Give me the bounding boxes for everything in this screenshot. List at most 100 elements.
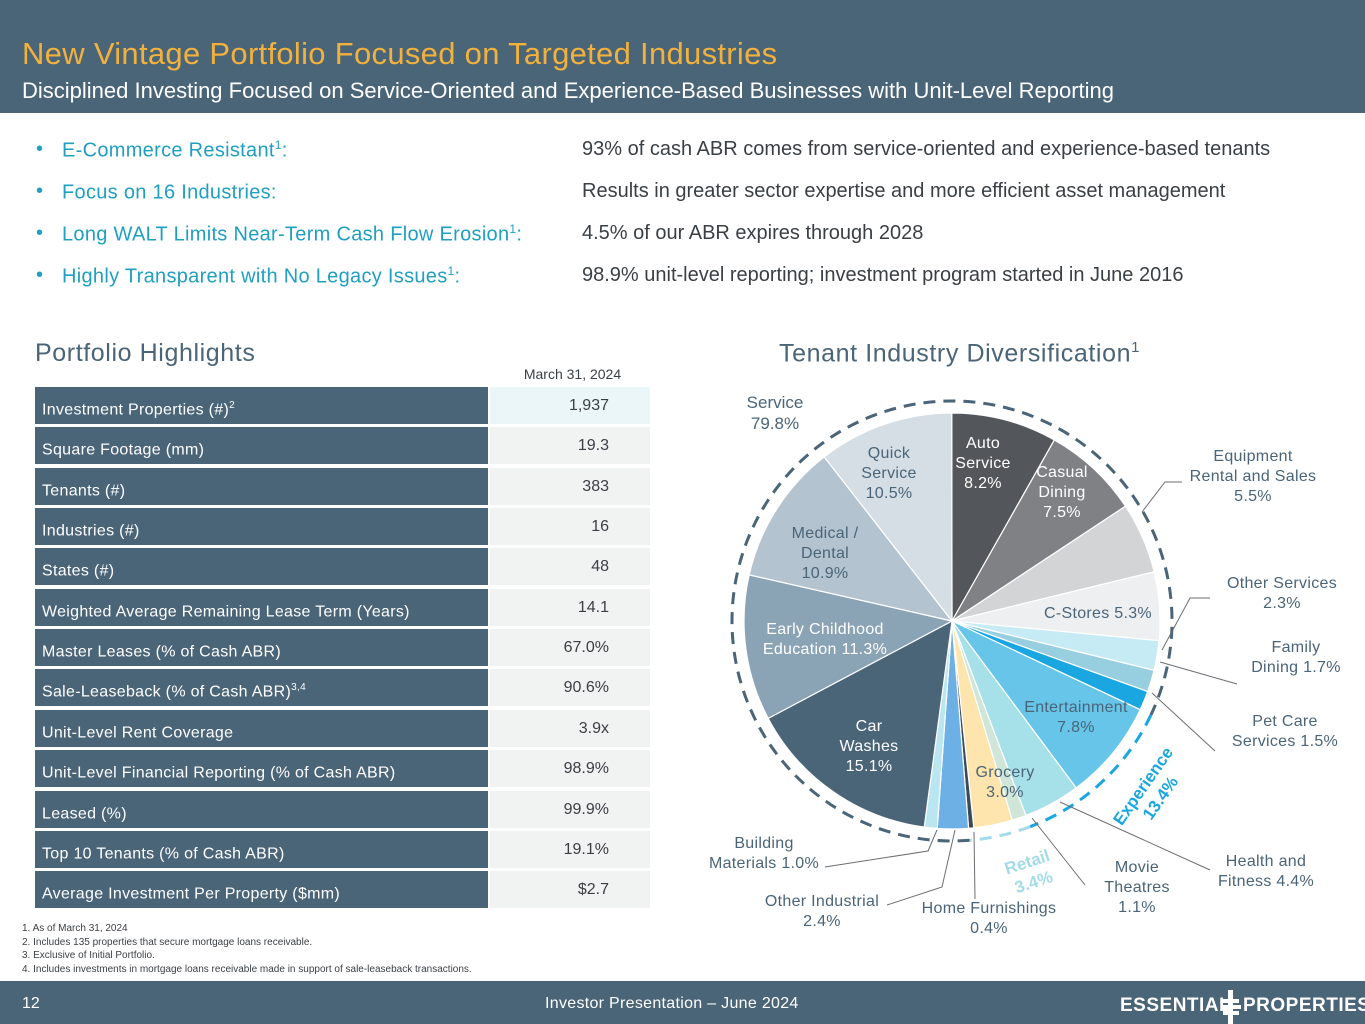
slice-label: Home Furnishings: [922, 900, 1057, 917]
row-label: Square Footage (mm): [35, 427, 488, 465]
slice-label: Entertainment: [1024, 699, 1128, 716]
row-label: Investment Properties (#)2: [35, 387, 488, 424]
logo-word-essential: ESSENTIAL: [1120, 995, 1232, 1016]
leader-line: [1059, 801, 1211, 871]
row-label: Unit-Level Rent Coverage: [35, 709, 488, 747]
slice-label: Car: [856, 718, 883, 735]
slice-label: Education 11.3%: [763, 641, 887, 658]
bullet-icon: •: [36, 264, 44, 286]
service-group-value: 79.8%: [751, 414, 799, 433]
slice-label: Early Childhood: [766, 621, 883, 638]
slice-label: 7.5%: [1043, 504, 1081, 521]
slice-label: C-Stores 5.3%: [1044, 605, 1152, 622]
retail-group-arc: [969, 825, 1031, 842]
table-row: Investment Properties (#)2 1,937: [35, 387, 650, 424]
slice-label: Dining 1.7%: [1251, 659, 1341, 676]
table-row: Sale-Leaseback (% of Cash ABR)3,4 90.6%: [35, 669, 650, 707]
slice-label: Other Services: [1227, 575, 1337, 592]
portfolio-highlights-title: Portfolio Highlights: [35, 339, 256, 367]
row-value: 19.1%: [490, 830, 650, 868]
slice-label: Medical /: [792, 525, 859, 542]
row-value: 67.0%: [490, 629, 650, 667]
row-label: States (#): [35, 548, 488, 586]
key-point-label: Long WALT Limits Near-Term Cash Flow Ero…: [62, 222, 523, 246]
pie-slice-auto-service: [951, 412, 1056, 624]
row-value: 19.3: [490, 427, 650, 465]
leader-line: [973, 831, 976, 900]
row-value: 98.9%: [490, 750, 650, 788]
pie-slice-car-washes: [767, 619, 953, 828]
slice-label: 2.4%: [803, 913, 841, 930]
slice-label: Other Industrial: [765, 893, 879, 910]
row-value: 90.6%: [490, 669, 650, 707]
leader-line: [1031, 817, 1086, 886]
table-row: Master Leases (% of Cash ABR) 67.0%: [35, 629, 650, 667]
slice-label: Family: [1272, 639, 1321, 656]
key-point-label: E-Commerce Resistant1:: [62, 138, 288, 162]
slice-label: 1.1%: [1118, 899, 1156, 916]
row-value: 383: [490, 467, 650, 505]
table-row: States (#) 48: [35, 548, 650, 586]
table-row: Industries (#) 16: [35, 508, 650, 546]
essential-properties-mark-icon: [1221, 990, 1241, 1024]
row-label: Master Leases (% of Cash ABR): [35, 629, 488, 667]
row-label: Average Investment Per Property ($mm): [35, 871, 488, 909]
pie-slice-quick-service: [823, 412, 953, 623]
footnote: 1. As of March 31, 2024: [22, 923, 128, 934]
key-point: • Long WALT Limits Near-Term Cash Flow Er…: [36, 222, 1356, 248]
page-number: 12: [22, 995, 40, 1012]
slice-label: Theatres: [1104, 879, 1170, 896]
row-label: Industries (#): [35, 508, 488, 546]
slice-label: 8.2%: [964, 475, 1002, 492]
slice-label: Service: [955, 455, 1010, 472]
row-value: 16: [490, 508, 650, 546]
slice-label: 10.9%: [802, 565, 849, 582]
key-point-text: 4.5% of our ABR expires through 2028: [582, 222, 924, 244]
slice-label: Service: [861, 465, 916, 482]
presentation-name: Investor Presentation – June 2024: [545, 995, 799, 1012]
key-point-label: Focus on 16 Industries:: [62, 181, 277, 204]
table-row: Unit-Level Rent Coverage 3.9x: [35, 709, 650, 747]
key-point: • E-Commerce Resistant1: 93% of cash ABR c…: [36, 138, 1356, 164]
key-point-text: 93% of cash ABR comes from service-orien…: [582, 138, 1271, 160]
table-row: Weighted Average Remaining Lease Term (Y…: [35, 588, 650, 626]
chart-title: Tenant Industry Diversification1: [779, 339, 1141, 368]
header-bar: New Vintage Portfolio Focused on Targete…: [0, 0, 1365, 113]
row-label: Weighted Average Remaining Lease Term (Y…: [35, 588, 488, 626]
slice-label: Services 1.5%: [1232, 733, 1338, 750]
slice-label: Casual: [1036, 464, 1088, 481]
slice-label: Auto: [966, 435, 1000, 452]
key-point-label: Highly Transparent with No Legacy Issues…: [62, 264, 461, 288]
bullet-icon: •: [36, 222, 44, 244]
leader-line: [1141, 481, 1182, 513]
row-value: 48: [490, 548, 650, 586]
experience-group-arc: [1029, 714, 1153, 829]
table-row: Average Investment Per Property ($mm) $2.…: [35, 871, 650, 909]
pie-slice-early-childhood-education: [743, 574, 954, 720]
slice-label: 5.5%: [1234, 488, 1272, 505]
slice-label: 10.5%: [866, 485, 913, 502]
slice-label: 7.8%: [1057, 719, 1095, 736]
slice-label: Dining: [1038, 484, 1085, 501]
row-label: Sale-Leaseback (% of Cash ABR)3,4: [35, 669, 488, 707]
leader-line: [1151, 692, 1216, 752]
slice-label: 0.4%: [970, 920, 1008, 937]
row-label: Tenants (#): [35, 467, 488, 505]
footer-bar: 12 Investor Presentation – June 2024 ESS…: [0, 981, 1365, 1024]
slice-label: Equipment: [1213, 448, 1292, 465]
page-subtitle: Disciplined Investing Focused on Service…: [22, 78, 1115, 103]
slice-label: 3.0%: [986, 784, 1024, 801]
slice-label: Fitness 4.4%: [1218, 873, 1314, 890]
bullet-icon: •: [36, 138, 44, 160]
leader-line: [1159, 661, 1238, 685]
slice-label: 15.1%: [846, 758, 893, 775]
slice-label: Rental and Sales: [1190, 468, 1317, 485]
slice-label: Health and: [1226, 853, 1306, 870]
footnote: 3. Exclusive of Initial Portfolio.: [22, 950, 155, 961]
row-value: 3.9x: [490, 709, 650, 747]
bullet-icon: •: [36, 180, 44, 202]
as-of-date: March 31, 2024: [523, 366, 622, 382]
pie-slice-casual-dining: [951, 439, 1127, 622]
row-value: $2.7: [490, 871, 650, 909]
